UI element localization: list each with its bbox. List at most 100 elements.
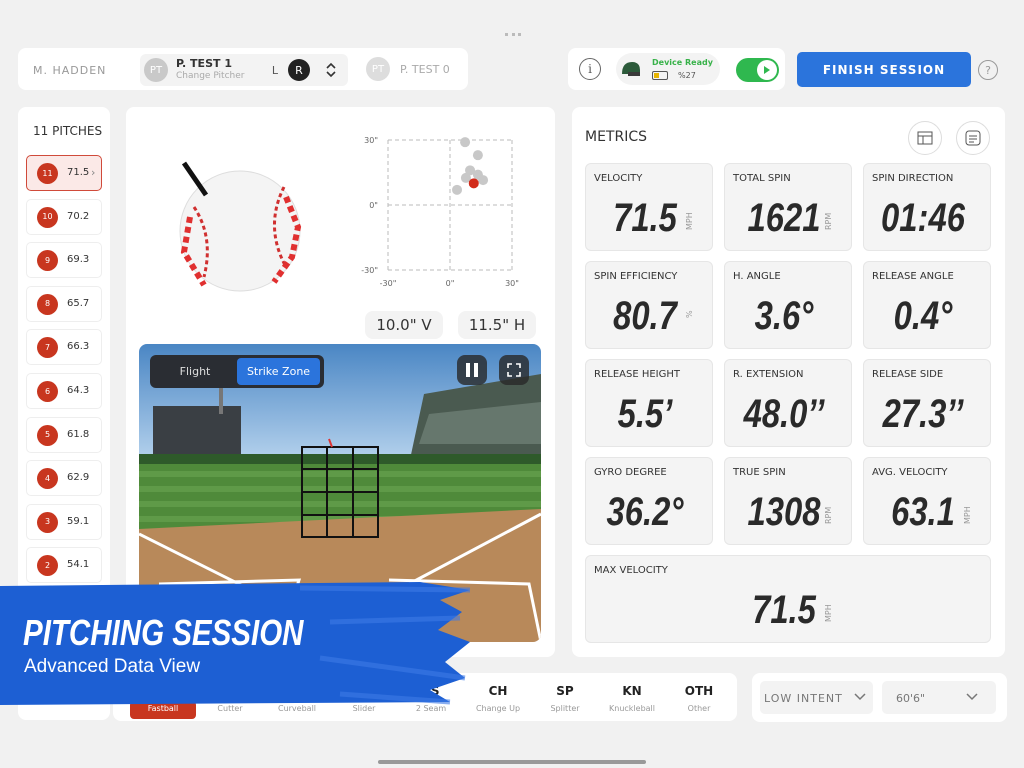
pitch-item[interactable]: 6 64.3 (26, 373, 102, 409)
flight-tab[interactable]: Flight (179, 365, 211, 378)
y-tick-label: -30" (361, 266, 378, 275)
pitch-item[interactable]: 11 71.5 › (26, 155, 102, 191)
distance-dropdown[interactable]: 60'6" (882, 681, 996, 714)
pitch-item[interactable]: 5 61.8 (26, 416, 102, 453)
pitch-name: Change Up (475, 704, 521, 713)
pitch-point (460, 137, 471, 148)
toggle-knob (757, 60, 777, 80)
metric-card: SPIN DIRECTION 01:46 (863, 163, 991, 251)
metric-unit: RPM (824, 212, 833, 230)
layout-button[interactable] (908, 121, 942, 155)
metric-card: R. EXTENSION 48.0’’ (724, 359, 852, 447)
metric-unit: RPM (824, 506, 833, 524)
chevron (966, 693, 978, 701)
chevron: › (91, 166, 96, 179)
next-pitcher[interactable]: P. TEST 0 (400, 63, 450, 76)
metric-card: RELEASE ANGLE 0.4° (863, 261, 991, 349)
pitch-type[interactable]: OTH Other (666, 677, 732, 719)
metric-label: AVG. VELOCITY (872, 467, 948, 478)
pitch-code: CH (488, 684, 508, 698)
metrics-panel: METRICS VELOCITY 71.5 MPH TOTAL SPIN 1621 RPM… (572, 107, 1005, 657)
metric-label: RELEASE SIDE (872, 369, 944, 380)
pitch-name: 2 Seam (415, 704, 447, 713)
pitch-velocity: 62.9 (67, 472, 90, 484)
pitcher-chip[interactable]: PT P. TEST 1 Change Pitcher L R (140, 54, 348, 86)
help-button[interactable]: ? (978, 60, 998, 80)
home-indicator (378, 760, 646, 764)
pitch-code: SP (556, 684, 574, 698)
metric-label: RELEASE ANGLE (872, 271, 954, 282)
pitch-code: KN (622, 684, 642, 698)
pitch-number: 2 (37, 555, 58, 577)
metric-label: SPIN EFFICIENCY (594, 271, 678, 282)
pitch-number: 8 (37, 293, 58, 315)
vertical-break: 10.0" V (365, 311, 443, 339)
pitch-item[interactable]: 3 59.1 (26, 503, 102, 540)
device-bar: i Device Ready %27 (568, 48, 785, 90)
metric-value: 80.7 (613, 294, 677, 338)
pitch-name: Cutter (217, 704, 243, 713)
change-pitcher[interactable]: Change Pitcher (176, 71, 245, 81)
pitch-velocity: 70.2 (67, 210, 90, 222)
strike-zone-tab[interactable]: Strike Zone (237, 358, 320, 385)
pitch-number: 11 (37, 163, 58, 184)
fullscreen-button[interactable] (499, 355, 529, 385)
metric-unit: MPH (824, 604, 833, 622)
pitch-type[interactable]: SP Splitter (532, 677, 598, 719)
metric-unit: MPH (685, 212, 694, 230)
pitch-velocity: 69.3 (67, 254, 90, 266)
pitch-name: Knuckleball (609, 704, 655, 713)
distance: 60'6" (896, 692, 926, 705)
info-button[interactable]: i (579, 58, 601, 80)
video-view: Flight Strike Zone (139, 344, 541, 642)
metric-value: 1308 (747, 490, 821, 534)
current-batter[interactable]: M. HADDEN (33, 64, 107, 77)
pitch-type[interactable]: KN Knuckleball (599, 677, 665, 719)
pitch-velocity: 71.5 (67, 167, 90, 178)
metric-card: RELEASE SIDE 27.3’’ (863, 359, 991, 447)
pitch-code: OTH (684, 684, 714, 698)
hand-left[interactable]: L (271, 63, 279, 77)
chevron (854, 693, 866, 701)
hand-right[interactable]: R (288, 59, 310, 81)
pitch-number: 5 (37, 424, 58, 446)
pitch-point (452, 184, 463, 195)
finish-button[interactable]: FINISH SESSION (797, 52, 971, 87)
pitch-velocity: 64.3 (67, 385, 90, 396)
avatar: PT (144, 58, 168, 82)
pitch-velocity: 54.1 (67, 559, 90, 571)
pitch-type[interactable]: CH Change Up (465, 677, 531, 719)
intent-dropdown[interactable]: LOW INTENT (760, 681, 873, 714)
pitch-item[interactable]: 10 70.2 (26, 198, 102, 235)
metric-card: MAX VELOCITY 71.5 MPH (585, 555, 991, 643)
pause-button[interactable] (457, 355, 487, 385)
pitch-name: Other (687, 704, 711, 713)
pitch-item[interactable]: 8 65.7 (26, 285, 102, 322)
metric-label: MAX VELOCITY (594, 565, 668, 576)
pitch-count: 11 PITCHES (33, 124, 103, 138)
metric-value: 0.4° (893, 294, 953, 338)
metric-card: RELEASE HEIGHT 5.5’ (585, 359, 713, 447)
metric-value: 63.1 (891, 490, 955, 534)
intent: LOW INTENT (764, 692, 843, 705)
pitch-item[interactable]: 4 62.9 (26, 460, 102, 497)
pitch-point (460, 172, 471, 183)
pitch-velocity: 65.7 (67, 297, 90, 309)
toggle[interactable] (736, 58, 779, 82)
notes-button[interactable] (956, 121, 990, 155)
pitch-number: 10 (37, 206, 58, 228)
pitch-item[interactable]: 7 66.3 (26, 329, 102, 366)
y-tick-label: 0" (369, 201, 378, 210)
pitch-point (472, 150, 483, 161)
metric-card: TRUE SPIN 1308 RPM (724, 457, 852, 545)
pitch-item[interactable]: 9 69.3 (26, 242, 102, 279)
metric-value: 1621 (747, 196, 821, 240)
pitcher-name: P. TEST 1 (176, 57, 232, 70)
swap-icon[interactable] (324, 61, 338, 79)
x-tick-label: 30" (505, 279, 519, 288)
pitch-item[interactable]: 2 54.1 (26, 547, 102, 584)
metric-value: 36.2° (606, 490, 684, 534)
view-toggle: Flight Strike Zone (150, 355, 324, 388)
pitch-number: 4 (37, 468, 58, 490)
